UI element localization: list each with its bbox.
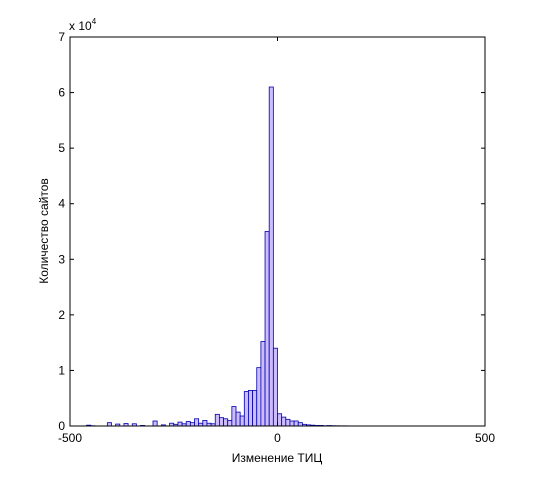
bars-group <box>86 86 361 427</box>
histogram-bar <box>293 420 299 427</box>
x-tick-label: 0 <box>274 431 281 445</box>
y-axis-label: Количество сайтов <box>37 178 51 284</box>
histogram-bar <box>218 417 224 427</box>
histogram-bar <box>239 415 245 427</box>
histogram-bar <box>194 418 200 427</box>
x-tick-label: -500 <box>58 431 82 445</box>
x-tick-label: 500 <box>475 431 495 445</box>
ticks-group <box>69 36 486 427</box>
y-axis-multiplier: x 104 <box>69 17 97 33</box>
y-tick-label: 3 <box>58 252 65 266</box>
histogram-bar <box>264 231 270 427</box>
histogram-bar <box>202 420 208 427</box>
histogram-bar <box>223 418 229 427</box>
histogram-bar <box>214 413 220 427</box>
histogram-bar <box>227 420 233 427</box>
histogram-bar <box>277 413 283 427</box>
y-tick-label: 0 <box>58 419 65 433</box>
x-axis-label: Изменение ТИЦ <box>232 451 323 465</box>
y-tick-label: 2 <box>58 308 65 322</box>
histogram-bar <box>177 421 183 427</box>
y-tick-label: 6 <box>58 86 65 100</box>
histogram-bar <box>256 367 262 427</box>
histogram-bar <box>185 421 191 427</box>
histogram-bar <box>272 347 278 427</box>
histogram-bar <box>231 406 237 427</box>
y-tick-label: 5 <box>58 141 65 155</box>
y-tick-label: 7 <box>58 30 65 44</box>
histogram-bar <box>285 418 291 427</box>
histogram-bar <box>252 390 258 427</box>
y-tick-label: 4 <box>58 197 65 211</box>
histogram-bar <box>260 341 266 427</box>
histogram-bar <box>152 420 158 427</box>
histogram-bar <box>289 420 295 427</box>
histogram-bar <box>243 391 249 427</box>
y-tick-label: 1 <box>58 363 65 377</box>
histogram-bar <box>268 86 274 427</box>
histogram-bar <box>281 416 287 427</box>
histogram-bar <box>248 390 253 427</box>
histogram-bar <box>235 411 241 427</box>
